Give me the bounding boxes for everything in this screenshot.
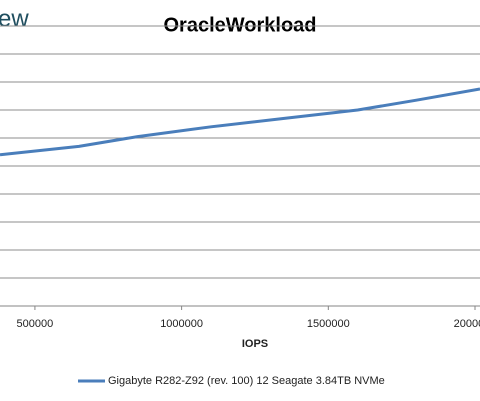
series-line [0, 87, 480, 157]
x-tick-label: 500000 [17, 318, 54, 330]
x-tick-label: 1000000 [160, 318, 203, 330]
legend-label: Gigabyte R282-Z92 (rev. 100) 12 Seagate … [108, 375, 385, 387]
logo-text: ew [0, 5, 29, 32]
x-tick-label: 1500000 [307, 318, 350, 330]
chart-title: OracleWorkload [163, 14, 316, 36]
x-axis-title: IOPS [242, 338, 268, 350]
x-tick-label: 2000000 [454, 318, 480, 330]
